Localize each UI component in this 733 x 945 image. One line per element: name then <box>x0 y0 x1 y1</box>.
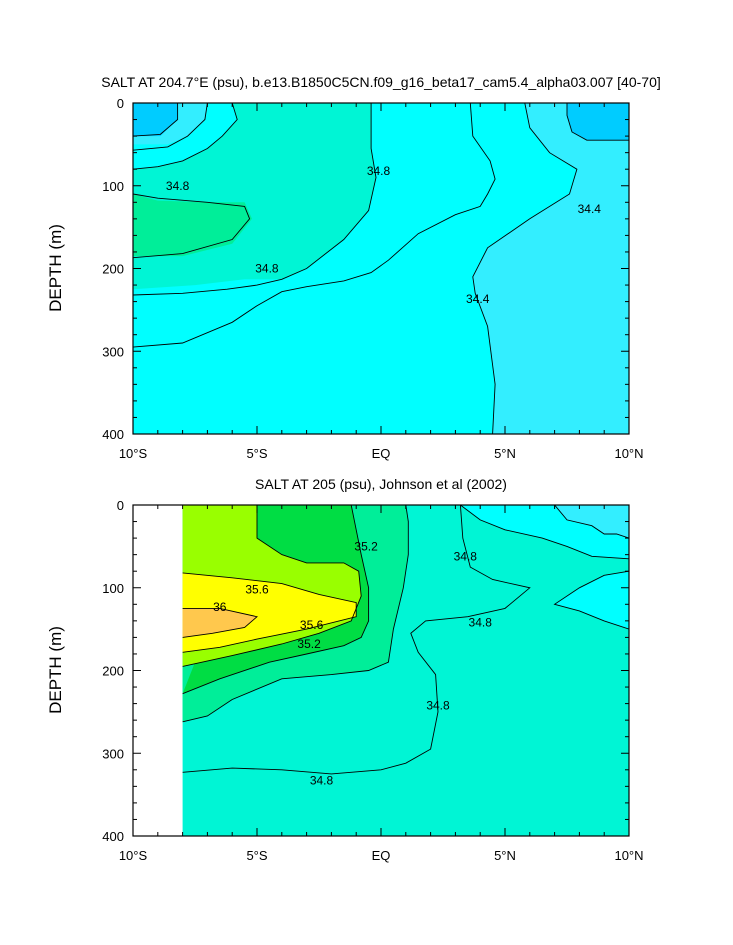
salinity-region-s34-8 <box>554 571 629 630</box>
panel-top-contour-labels: 34.8 34.8 34.8 34.4 34.4 <box>166 164 601 306</box>
isohaline-6 <box>472 103 578 434</box>
panel-top-title: SALT AT 204.7°E (psu), b.e13.B1850C5CN.f… <box>101 74 661 90</box>
panel-top-y-axis: 0 100 200 300 400 <box>102 96 629 442</box>
contour-label: 34.4 <box>466 292 490 306</box>
isohaline-7 <box>553 570 629 630</box>
contour-label: 35.6 <box>300 618 324 632</box>
x-tick-label: 10°N <box>614 446 643 461</box>
isohaline-2 <box>182 505 370 695</box>
x-tick-label: EQ <box>372 848 391 863</box>
x-tick-label: 10°S <box>119 446 148 461</box>
contour-label: 36 <box>213 600 227 614</box>
panel-bottom-isolines <box>182 505 629 775</box>
isohaline-2 <box>133 193 251 259</box>
contour-label: 34.4 <box>578 202 602 216</box>
y-tick-label: 200 <box>102 664 124 679</box>
salinity-region-s35-2 <box>133 194 252 257</box>
x-tick-label: 10°N <box>614 848 643 863</box>
panel-bottom-y-axis: 0 100 200 300 400 <box>102 498 629 844</box>
panel-top-ylabel: DEPTH (m) <box>46 224 65 312</box>
y-tick-label: 100 <box>102 581 124 596</box>
isohaline-5 <box>133 103 179 137</box>
y-tick-label: 400 <box>102 427 124 442</box>
panel-top: SALT AT 204.7°E (psu), b.e13.B1850C5CN.f… <box>46 74 661 461</box>
isohaline-1 <box>182 505 409 723</box>
isohaline-0 <box>133 103 496 348</box>
y-tick-label: 0 <box>117 498 124 513</box>
salinity-region-s34-4 <box>554 505 629 539</box>
isohaline-1 <box>133 103 377 296</box>
isohaline-7 <box>566 103 629 141</box>
isohaline-0 <box>182 505 531 775</box>
contour-label: 34.8 <box>469 616 493 630</box>
salinity-region-s34-4 <box>472 103 629 434</box>
isohaline-4 <box>133 103 208 151</box>
salinity-region-s36-8 <box>182 608 257 638</box>
x-tick-label: 5°S <box>246 848 267 863</box>
salinity-region-s34-0 <box>567 103 629 141</box>
contour-label: 34.8 <box>310 774 334 788</box>
y-tick-label: 300 <box>102 746 124 761</box>
contour-label: 35.6 <box>245 582 269 596</box>
isohaline-3 <box>133 103 238 170</box>
panel-top-isolines <box>133 103 629 434</box>
x-tick-label: EQ <box>372 446 391 461</box>
y-tick-label: 100 <box>102 179 124 194</box>
x-tick-label: 5°N <box>494 848 516 863</box>
isohaline-6 <box>460 505 629 560</box>
panel-bottom: SALT AT 205 (psu), Johnson et al (2002) … <box>46 476 644 863</box>
isohaline-5 <box>182 607 258 638</box>
panel-bottom-contour-labels: 35.6 36 35.6 35.2 35.2 34.8 34.8 34.8 34.8 <box>213 539 492 787</box>
contour-label: 34.8 <box>255 262 279 276</box>
panel-bottom-title: SALT AT 205 (psu), Johnson et al (2002) <box>255 476 507 492</box>
isohaline-4 <box>182 572 357 653</box>
y-tick-label: 200 <box>102 262 124 277</box>
panel-bottom-fills <box>182 505 629 836</box>
panel-top-fills <box>133 103 629 434</box>
panel-top-x-axis: 10°S 5°S EQ 5°N 10°N <box>119 103 644 461</box>
contour-label: 34.8 <box>166 179 190 193</box>
panel-bottom-x-axis: 10°S 5°S EQ 5°N 10°N <box>119 505 644 863</box>
isohaline-3 <box>182 505 362 667</box>
isohaline-8 <box>554 505 629 539</box>
y-tick-label: 300 <box>102 344 124 359</box>
contour-label: 34.8 <box>454 549 478 563</box>
y-tick-label: 400 <box>102 829 124 844</box>
contour-label: 34.8 <box>426 698 450 712</box>
y-tick-label: 0 <box>117 96 124 111</box>
contour-label: 35.2 <box>297 637 321 651</box>
x-tick-label: 5°N <box>494 446 516 461</box>
contour-label: 35.2 <box>354 539 378 553</box>
panel-bottom-ylabel: DEPTH (m) <box>46 626 65 714</box>
contour-label: 34.8 <box>367 164 391 178</box>
x-tick-label: 5°S <box>246 446 267 461</box>
salinity-region-s34-0 <box>133 103 178 137</box>
x-tick-label: 10°S <box>119 848 148 863</box>
